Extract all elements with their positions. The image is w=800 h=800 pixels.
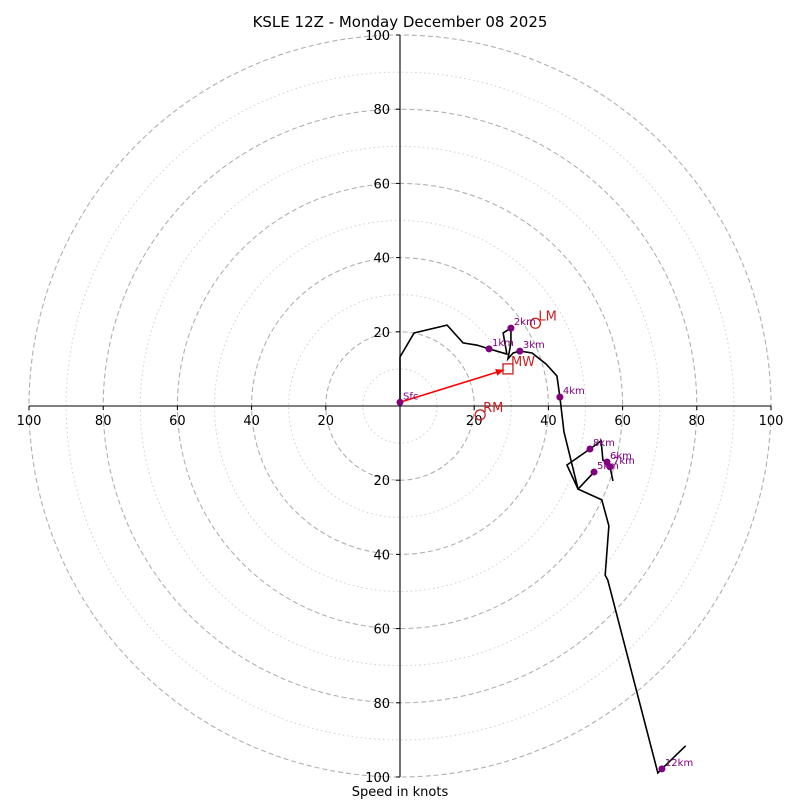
shear-arrowhead (495, 369, 504, 376)
height-label: Sfc (403, 391, 418, 402)
x-tick-label: 20 (318, 414, 335, 429)
height-point (516, 347, 524, 355)
shear-vector (399, 369, 505, 404)
storm-motions: LM MW RM (474, 309, 557, 421)
x-axis-label: Speed in knots (352, 785, 449, 800)
height-point (590, 468, 598, 476)
chart-title: KSLE 12Z - Monday December 08 2025 (253, 13, 548, 31)
x-tick-label: 40 (243, 414, 260, 429)
shear-vector-line (399, 369, 505, 404)
hodograph-line (399, 324, 614, 490)
x-tick-label: 100 (17, 414, 42, 429)
height-label: 7km (613, 456, 635, 467)
height-point (396, 398, 404, 406)
y-tick-label: 80 (373, 103, 390, 118)
mean-wind-marker (502, 363, 514, 375)
lm-marker (529, 317, 542, 329)
rm-marker (474, 409, 486, 421)
y-tick-label: 20 (373, 326, 390, 341)
height-label: 12km (665, 758, 693, 769)
x-tick-label: 60 (169, 414, 186, 429)
tick-labels: 100 80 60 40 20 20 40 60 80 100 100 80 60 40 20 20 40 60 8… (17, 29, 784, 786)
y-tick-label: 80 (373, 697, 390, 712)
y-tick-label: 100 (365, 29, 390, 44)
x-tick-label: 20 (466, 414, 483, 429)
height-label: 3km (523, 340, 545, 351)
height-point (485, 345, 493, 353)
y-tick-label: 60 (373, 623, 390, 638)
mw-label: MW (511, 355, 535, 370)
lm-label: LM (538, 309, 556, 324)
height-label: 1km (492, 338, 514, 349)
height-point (507, 324, 515, 332)
x-tick-label: 60 (614, 414, 631, 429)
axes (29, 35, 771, 777)
height-label: 2km (514, 317, 536, 328)
hodograph-traces (399, 324, 687, 775)
x-tick-label: 80 (95, 414, 112, 429)
y-tick-label: 100 (365, 771, 390, 786)
x-tick-label: 80 (689, 414, 706, 429)
y-tick-label: 40 (373, 252, 390, 267)
x-tick-label: 40 (540, 414, 557, 429)
x-tick-label: 100 (759, 414, 784, 429)
y-tick-label: 60 (373, 177, 390, 192)
height-point (606, 463, 614, 471)
rm-label: RM (483, 401, 503, 416)
hodograph-line (576, 471, 687, 775)
height-markers: Sfc1km2km3km4km5km6km7km8km12km (396, 317, 693, 773)
height-point (556, 393, 564, 401)
height-point (658, 765, 666, 773)
height-point (586, 445, 594, 453)
y-tick-label: 20 (373, 474, 390, 489)
height-label: 8km (593, 438, 615, 449)
height-label: 4km (563, 386, 585, 397)
y-tick-label: 40 (373, 548, 390, 563)
height-label: 6km (610, 451, 632, 462)
